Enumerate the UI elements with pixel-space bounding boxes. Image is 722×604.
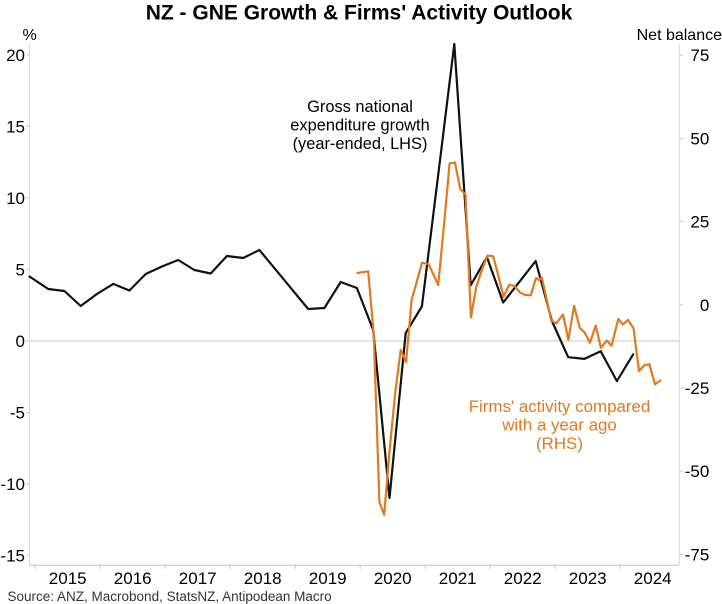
svg-text:NZ - GNE Growth & Firms' Activ: NZ - GNE Growth & Firms' Activity Outloo…: [146, 2, 573, 25]
svg-text:0: 0: [700, 296, 709, 315]
svg-text:20: 20: [6, 46, 25, 65]
svg-text:2019: 2019: [309, 569, 347, 588]
svg-text:expenditure growth: expenditure growth: [290, 117, 429, 135]
svg-text:-50: -50: [685, 462, 710, 481]
svg-text:(RHS): (RHS): [536, 434, 583, 453]
svg-text:2016: 2016: [114, 569, 152, 588]
svg-text:2015: 2015: [49, 569, 87, 588]
svg-text:2017: 2017: [179, 569, 217, 588]
svg-text:-10: -10: [0, 475, 25, 494]
svg-text:Net balance: Net balance: [637, 27, 722, 44]
svg-text:25: 25: [690, 213, 709, 232]
svg-text:-75: -75: [685, 545, 710, 564]
svg-text:with a year ago: with a year ago: [501, 416, 617, 435]
svg-text:Gross national: Gross national: [307, 98, 413, 116]
svg-text:-5: -5: [10, 404, 25, 423]
svg-text:2021: 2021: [439, 569, 477, 588]
svg-text:Firms' activity compared: Firms' activity compared: [469, 397, 651, 416]
svg-text:2022: 2022: [504, 569, 542, 588]
svg-text:(year-ended, LHS): (year-ended, LHS): [293, 135, 428, 153]
svg-text:-25: -25: [685, 379, 710, 398]
svg-text:2020: 2020: [374, 569, 412, 588]
svg-text:2024: 2024: [634, 569, 672, 588]
svg-text:75: 75: [690, 46, 709, 65]
svg-text:2018: 2018: [244, 569, 282, 588]
svg-text:0: 0: [16, 332, 25, 351]
svg-text:%: %: [23, 27, 37, 44]
svg-text:Source: ANZ, Macrobond, StatsN: Source: ANZ, Macrobond, StatsNZ, Antipod…: [8, 589, 332, 604]
svg-text:50: 50: [690, 129, 709, 148]
svg-text:-15: -15: [0, 547, 25, 566]
svg-text:15: 15: [6, 117, 25, 136]
svg-text:10: 10: [6, 189, 25, 208]
svg-text:2023: 2023: [569, 569, 607, 588]
svg-text:5: 5: [16, 260, 25, 279]
